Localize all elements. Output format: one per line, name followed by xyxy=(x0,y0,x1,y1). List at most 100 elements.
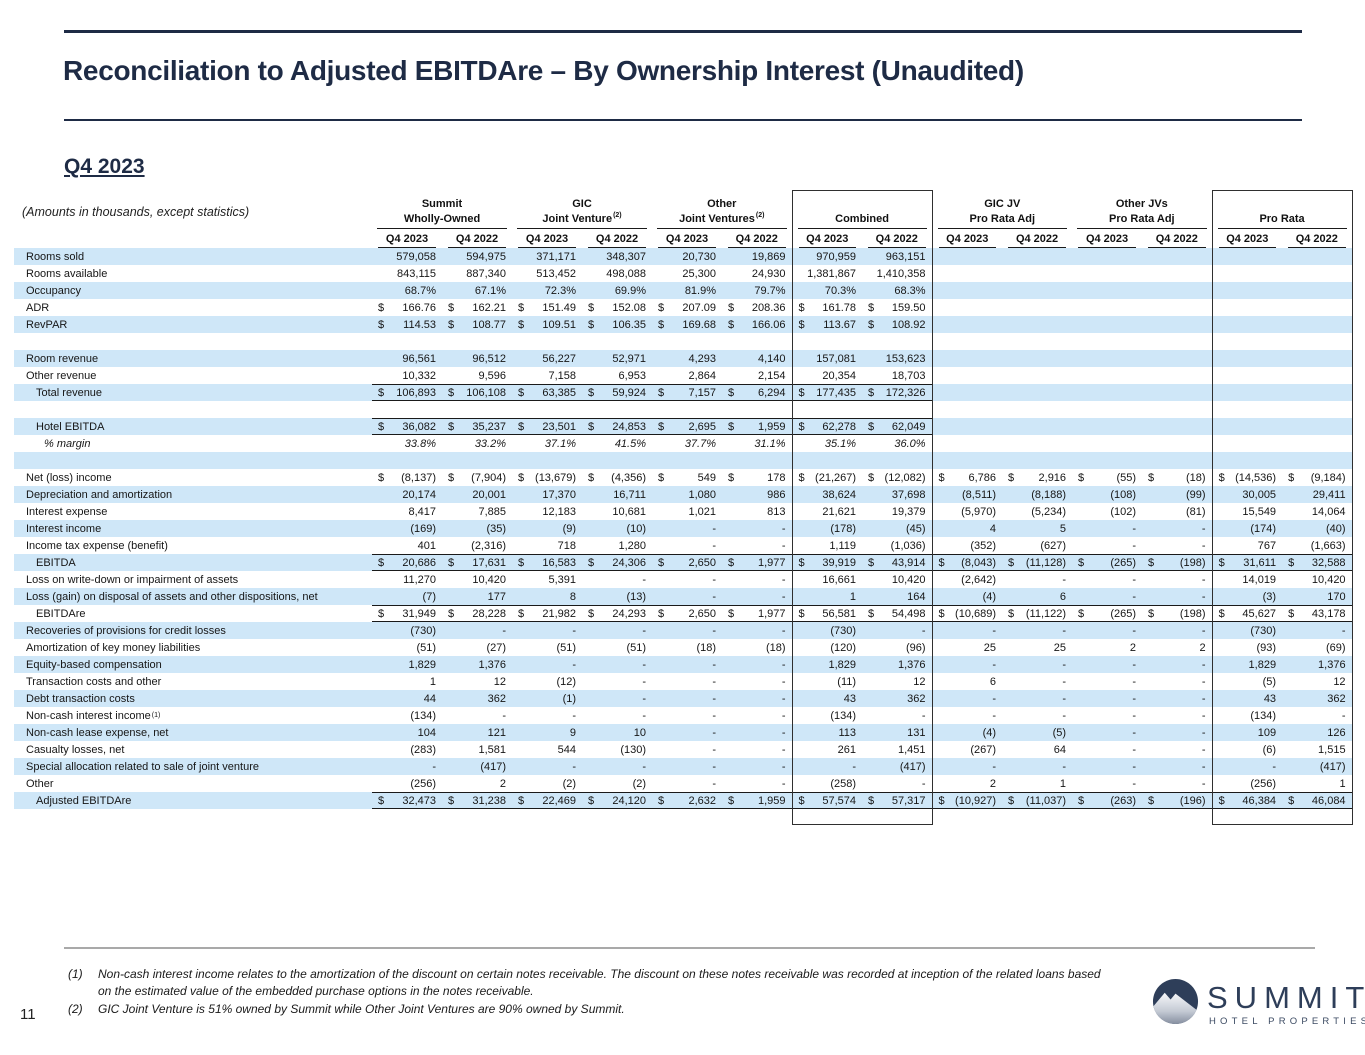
value-cell: 9,596 xyxy=(478,369,507,382)
period-header: Q4 2022 xyxy=(1142,229,1212,248)
value-cell: - xyxy=(722,690,793,707)
value-cell: - xyxy=(781,743,786,756)
value-cell: $208.36 xyxy=(728,301,786,314)
value-cell: (40) xyxy=(1282,520,1353,537)
value-cell: 348,307 xyxy=(582,248,653,265)
table-row xyxy=(14,333,1353,350)
footnote-1-text: Non-cash interest income relates to the … xyxy=(98,967,1101,999)
value-cell: 20,001 xyxy=(442,486,513,503)
value-cell: 1,080 xyxy=(652,486,723,503)
period-header: Q4 2022 xyxy=(582,229,652,248)
table-row: EBITDAre $31,949 $28,228 $21,982 $24,293 $2,6… xyxy=(14,605,1353,622)
table-row: Equity-based compensation 1,829 1,376- - - -1… xyxy=(14,656,1353,673)
value-cell: $207.09 xyxy=(658,301,717,314)
top-divider xyxy=(64,30,1302,33)
value-cell: (258) xyxy=(791,775,863,792)
value-cell: (169) xyxy=(372,520,442,537)
value-cell: - xyxy=(781,573,786,586)
value-cell: 6 xyxy=(989,675,997,688)
value-cell xyxy=(372,401,442,418)
value-cell: (81) xyxy=(1186,505,1206,518)
row-label: Hotel EBITDA xyxy=(14,418,372,435)
value-cell: 96,512 xyxy=(442,350,513,367)
value-cell: (4) xyxy=(932,724,1003,741)
value-cell: (5,970) xyxy=(961,505,997,518)
value-cell: - xyxy=(1282,707,1353,724)
value-cell xyxy=(1002,282,1073,299)
value-cell: - xyxy=(781,675,786,688)
footnote-2: (2) GIC Joint Venture is 51% owned by Su… xyxy=(68,1001,1103,1018)
value-cell: (1,663) xyxy=(1282,537,1353,554)
table-row: Casualty losses, net (283) 1,581 544 (130) - -… xyxy=(14,741,1353,758)
value-cell: (7) xyxy=(372,588,442,605)
value-cell: $106,893 xyxy=(372,384,442,401)
value-cell: 79.7% xyxy=(722,282,793,299)
value-cell: $162.21 xyxy=(448,301,507,314)
value-cell: 109 xyxy=(1211,724,1283,741)
value-cell: 10,420 xyxy=(472,573,507,586)
value-cell: $ (11,122) xyxy=(1002,605,1073,622)
value-cell: - xyxy=(722,656,793,673)
value-cell: $172,326 xyxy=(862,384,933,401)
value-cell: (2) xyxy=(562,777,577,790)
value-cell: 2,154 xyxy=(758,369,786,382)
value-cell: $ (14,536) xyxy=(1211,469,1283,486)
column-group-header: Pro Rata xyxy=(1211,190,1353,229)
value-cell: 4,140 xyxy=(722,350,793,367)
reconciliation-table-wrapper: Summit Wholly-Owned GIC Joint Venture(2) Oth… xyxy=(14,190,1353,825)
value-cell: $ (8,137) xyxy=(378,471,436,484)
value-cell: $45,627 xyxy=(1211,605,1283,622)
row-label xyxy=(14,401,372,418)
value-cell: - xyxy=(712,777,717,790)
footer-divider xyxy=(64,947,1315,949)
value-cell: $23,501 xyxy=(512,418,583,435)
value-cell: 68.3% xyxy=(862,282,933,299)
value-cell xyxy=(1282,384,1353,401)
value-cell: 5 xyxy=(1002,520,1073,537)
footnote-2-number: (2) xyxy=(68,1001,83,1016)
value-cell: (99) xyxy=(1142,486,1213,503)
value-cell: (134) xyxy=(410,709,436,722)
value-cell: (1) xyxy=(512,690,583,707)
value-cell: 7,158 xyxy=(548,369,577,382)
value-cell: $35,237 xyxy=(442,418,513,435)
value-cell xyxy=(932,282,1003,299)
value-cell: - xyxy=(781,709,786,722)
value-cell: - xyxy=(722,588,793,605)
footnote-1: (1) Non-cash interest income relates to … xyxy=(68,966,1103,1001)
value-cell xyxy=(1002,384,1073,401)
title-divider xyxy=(64,119,1302,121)
table-row: RevPAR $114.53 $108.77 $109.51 $106.35 $169.6… xyxy=(14,316,1353,333)
value-cell: (134) xyxy=(791,707,863,724)
quarter-subtitle: Q4 2023 xyxy=(64,155,145,178)
value-cell: 6 xyxy=(1002,588,1073,605)
value-cell: - xyxy=(652,656,723,673)
value-cell: 4 xyxy=(932,520,1003,537)
period-header: Q4 2022 xyxy=(442,229,512,248)
table-row: Recoveries of provisions for credit loss… xyxy=(14,622,1353,639)
value-cell: (108) xyxy=(1072,486,1143,503)
table-row: ADR $166.76 $162.21 $151.49 $152.08 $207.09 $2… xyxy=(14,299,1353,316)
value-cell: $113.67 xyxy=(791,316,863,333)
value-cell: - xyxy=(642,709,647,722)
value-cell xyxy=(862,401,933,418)
row-label: Transaction costs and other xyxy=(26,675,162,688)
value-cell xyxy=(932,333,1002,350)
value-cell: - xyxy=(791,758,863,775)
value-cell: $ (9,184) xyxy=(1282,469,1353,486)
value-cell: 170 xyxy=(1282,588,1353,605)
value-cell: $57,317 xyxy=(862,792,933,809)
value-cell xyxy=(1211,435,1283,452)
value-cell xyxy=(1072,265,1142,282)
logo-text: SUMMIT HOTEL PROPERTIES xyxy=(1207,982,1365,1027)
value-cell: - xyxy=(1002,758,1073,775)
table-row: Loss on write-down or impairment of asse… xyxy=(14,571,1353,588)
value-cell: 718 xyxy=(557,539,577,552)
row-label: EBITDAre xyxy=(36,607,86,620)
value-cell: $56,581 xyxy=(791,605,863,622)
value-cell xyxy=(1211,299,1283,316)
row-label: Special allocation related to sale of jo… xyxy=(14,758,372,775)
value-cell: - xyxy=(1132,743,1137,756)
value-cell xyxy=(1002,452,1073,469)
value-cell: 8,417 xyxy=(408,505,436,518)
